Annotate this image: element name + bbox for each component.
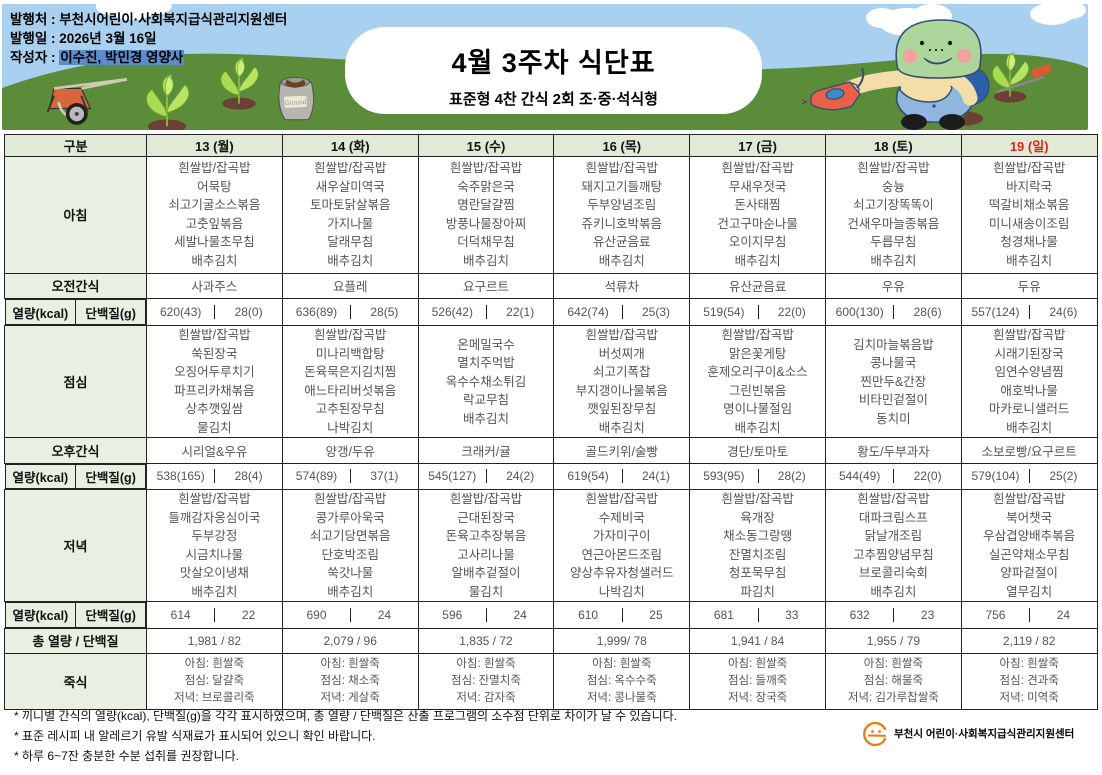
- svg-text:Ground: Ground: [284, 99, 307, 107]
